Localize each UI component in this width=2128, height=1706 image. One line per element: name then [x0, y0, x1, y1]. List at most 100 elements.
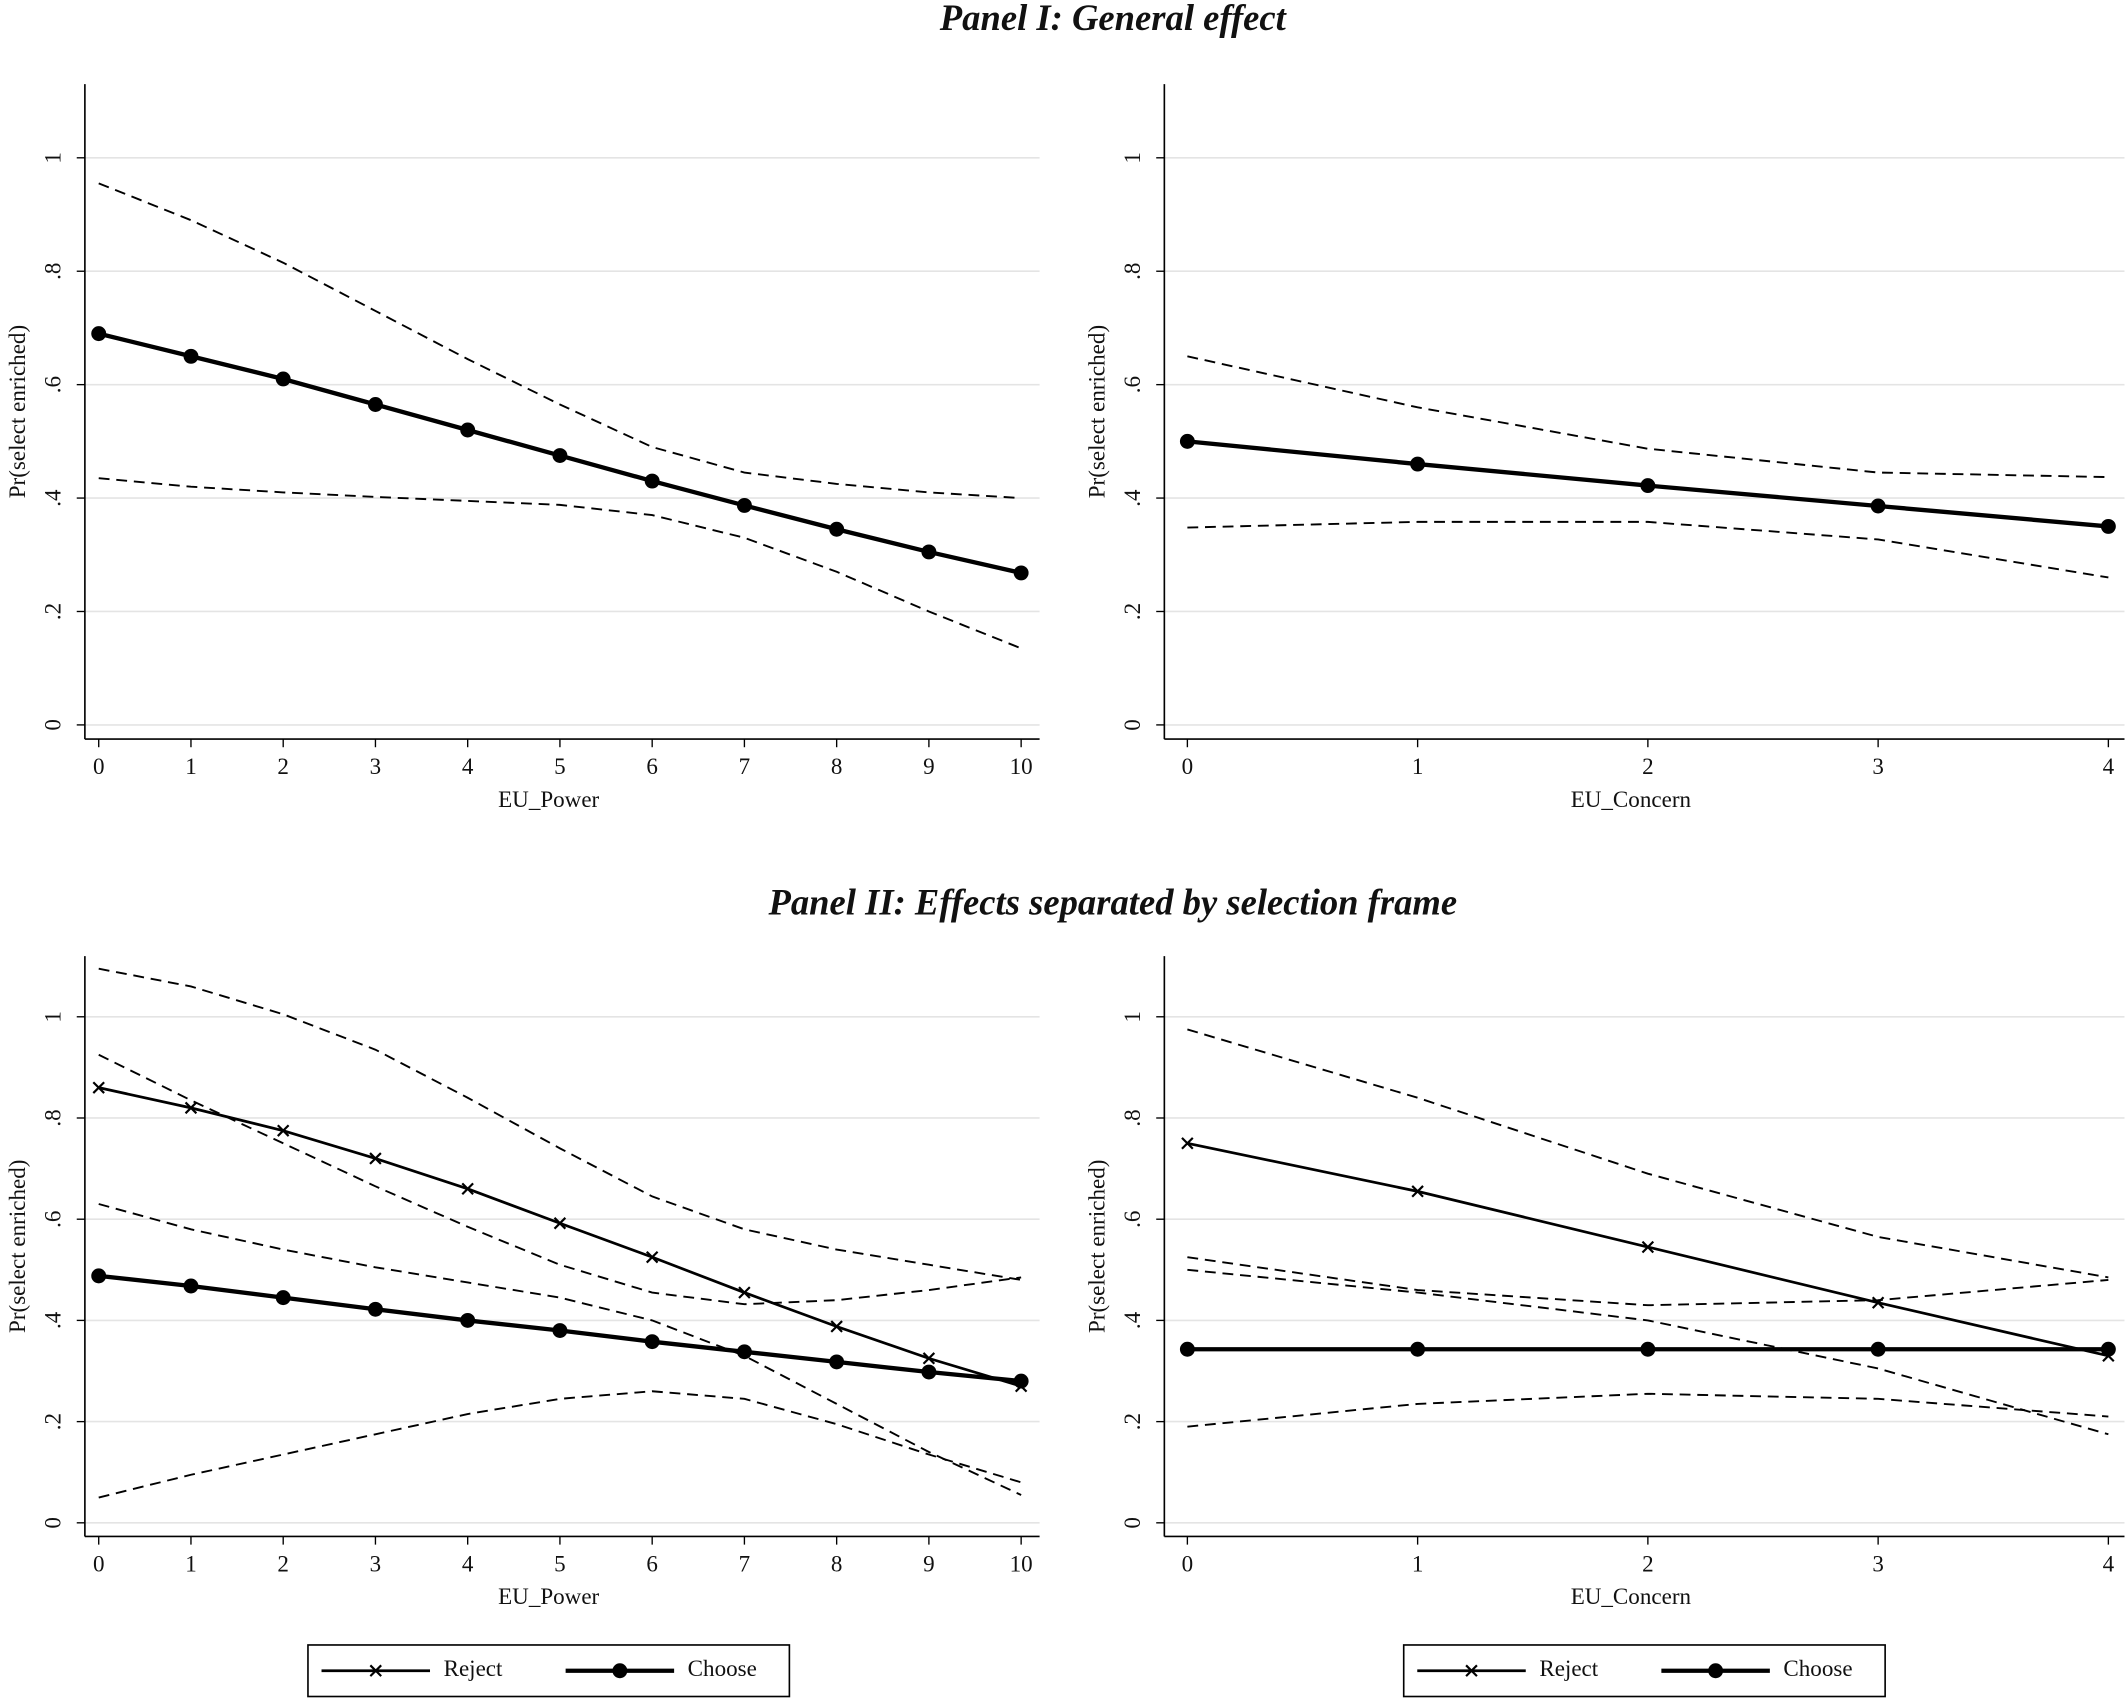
marker — [277, 1124, 290, 1137]
legend-marker — [369, 1664, 382, 1677]
marker — [367, 397, 383, 412]
marker — [91, 326, 107, 342]
y-tick-label: .8 — [39, 1109, 65, 1126]
x-tick-label: 2 — [277, 753, 289, 779]
x-tick-label: 7 — [739, 753, 751, 779]
y-tick-label: .6 — [1119, 376, 1145, 393]
x-tick-label: 0 — [1182, 753, 1194, 779]
panel-title: Panel I: General effect — [939, 0, 1288, 38]
marker — [830, 1320, 843, 1333]
marker — [460, 1312, 476, 1328]
x-axis-label: EU_Concern — [1571, 1583, 1692, 1609]
series-line — [98, 1086, 1022, 1388]
y-axis-label: Pr(select enriched) — [1084, 325, 1110, 498]
marker — [1640, 478, 1656, 494]
marker — [829, 1354, 845, 1370]
x-tick-label: 5 — [554, 1551, 566, 1577]
marker — [1181, 1137, 1194, 1150]
legend-label: Reject — [1539, 1655, 1598, 1681]
marker — [1640, 1341, 1656, 1357]
y-axis-label: Pr(select enriched) — [4, 325, 30, 498]
marker — [1013, 1373, 1029, 1389]
x-tick-label: 0 — [93, 753, 105, 779]
x-tick-label: 1 — [1412, 1551, 1424, 1577]
y-tick-label: .4 — [39, 489, 65, 507]
marker — [91, 1268, 107, 1284]
y-tick-label: 0 — [1119, 719, 1145, 731]
x-tick-label: 2 — [277, 1551, 289, 1577]
y-tick-label: .8 — [1119, 263, 1145, 280]
legend-marker — [612, 1663, 628, 1679]
y-tick-label: 0 — [39, 1517, 65, 1529]
x-tick-label: 5 — [554, 753, 566, 779]
marker — [1410, 456, 1426, 472]
marker — [92, 1081, 105, 1094]
marker — [460, 422, 476, 438]
x-tick-label: 2 — [1642, 1551, 1654, 1577]
marker — [1179, 1341, 1195, 1357]
x-tick-label: 4 — [462, 1551, 474, 1577]
marker — [184, 1101, 198, 1115]
y-tick-label: .6 — [1119, 1211, 1145, 1228]
marker — [1179, 433, 1195, 449]
marker — [461, 1182, 474, 1196]
x-tick-label: 8 — [831, 1551, 843, 1577]
marker — [1410, 1341, 1426, 1357]
y-tick-label: .2 — [39, 1413, 65, 1430]
marker — [922, 1352, 936, 1365]
marker — [1641, 1240, 1655, 1254]
marker — [921, 1364, 937, 1380]
x-tick-label: 1 — [1412, 753, 1424, 779]
x-tick-label: 9 — [923, 1551, 935, 1577]
x-tick-label: 4 — [462, 753, 474, 779]
x-tick-label: 1 — [185, 753, 197, 779]
y-tick-label: .6 — [39, 1211, 65, 1228]
y-tick-label: .8 — [1119, 1109, 1145, 1126]
x-axis-label: EU_Concern — [1571, 786, 1692, 812]
marker — [275, 1290, 291, 1306]
y-tick-label: .6 — [39, 376, 65, 393]
marker — [552, 448, 568, 463]
marker — [738, 1286, 751, 1299]
y-tick-label: .4 — [39, 1311, 65, 1329]
y-tick-label: .2 — [39, 603, 65, 620]
y-axis-label: Pr(select enriched) — [4, 1160, 30, 1333]
panel-title: Panel II: Effects separated by selection… — [767, 881, 1457, 922]
x-tick-label: 3 — [1872, 1551, 1884, 1577]
marker — [1411, 1185, 1424, 1198]
y-tick-label: .4 — [1119, 489, 1145, 507]
y-tick-label: 1 — [39, 1011, 65, 1023]
y-tick-label: .8 — [39, 263, 65, 280]
y-tick-label: 1 — [39, 152, 65, 164]
x-axis-label: EU_Power — [498, 1583, 599, 1609]
marker — [644, 473, 660, 489]
ci-line — [98, 1390, 1022, 1499]
series-line — [1187, 1141, 2109, 1358]
x-tick-label: 8 — [831, 753, 843, 779]
x-tick-label: 2 — [1642, 753, 1654, 779]
x-tick-label: 0 — [93, 1551, 105, 1577]
y-tick-label: .2 — [1119, 1413, 1145, 1430]
marker — [736, 497, 752, 513]
x-tick-label: 9 — [923, 753, 935, 779]
ci-line — [98, 477, 1022, 650]
x-tick-label: 3 — [370, 1551, 382, 1577]
legend-marker — [1708, 1663, 1724, 1679]
x-tick-label: 6 — [646, 753, 658, 779]
ci-line — [1187, 1028, 2109, 1279]
ci-line — [1187, 1392, 2109, 1428]
marker — [552, 1323, 568, 1338]
ci-line — [1187, 355, 2109, 479]
x-tick-label: 1 — [185, 1551, 197, 1577]
marker — [736, 1344, 752, 1360]
x-tick-label: 7 — [739, 1551, 751, 1577]
ci-line — [98, 1053, 1022, 1306]
y-tick-label: 0 — [1119, 1517, 1145, 1529]
marker — [183, 348, 199, 364]
x-tick-label: 3 — [1872, 753, 1884, 779]
x-tick-label: 3 — [370, 753, 382, 779]
marker — [183, 1278, 199, 1294]
x-tick-label: 4 — [2103, 1551, 2115, 1577]
legend-label: Reject — [444, 1655, 503, 1681]
marker — [645, 1250, 659, 1264]
